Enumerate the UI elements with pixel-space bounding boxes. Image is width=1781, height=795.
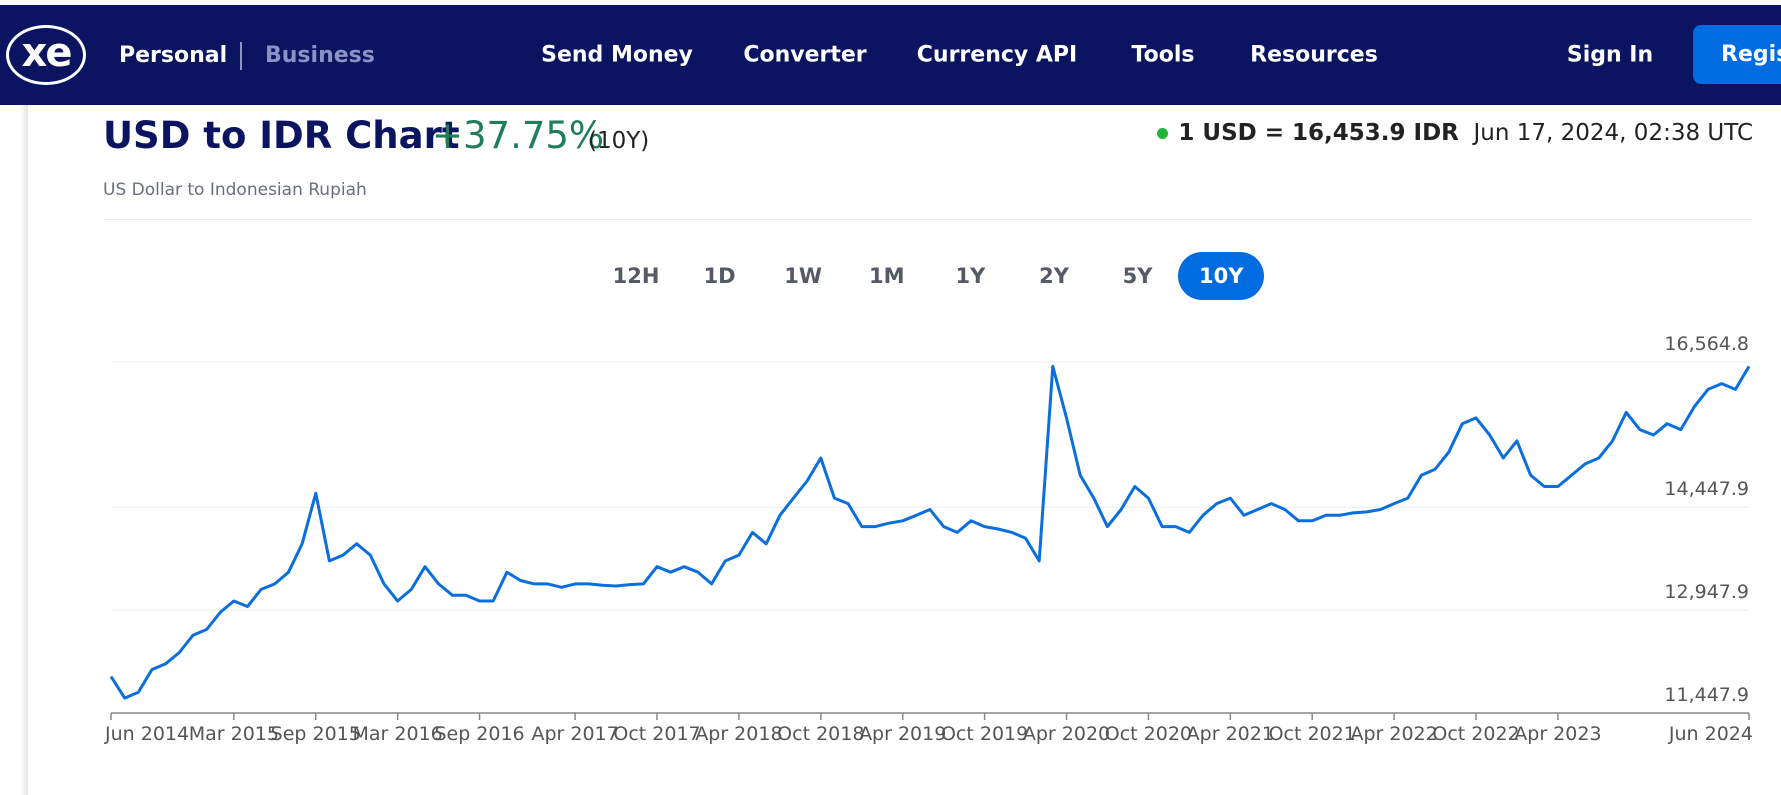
x-tick-label: Apr 2022 [1350, 723, 1437, 745]
range-button[interactable]: 2Y [1039, 264, 1069, 288]
x-tick-label: Sep 2016 [434, 723, 524, 745]
nav-link[interactable]: Currency API [916, 42, 1078, 68]
x-tick-label: Oct 2021 [1269, 723, 1356, 745]
change-percent: +37.75% [432, 114, 605, 157]
range-button[interactable]: 12H [612, 264, 660, 288]
x-tick-label: Apr 2020 [1023, 723, 1110, 745]
price-line [109, 364, 1751, 700]
nav-bar: xe Personal Business Send Money Converte… [0, 5, 1781, 105]
timestamp: Jun 17, 2024, 02:38 UTC [1473, 120, 1753, 146]
range-button[interactable]: 10Y [1178, 252, 1265, 300]
sign-in[interactable]: Sign In [1566, 42, 1654, 68]
x-tick-label: Apr 2017 [531, 723, 618, 745]
nav-link[interactable]: Resources [1250, 42, 1378, 68]
range-button[interactable]: 1M [869, 264, 905, 288]
x-tick-label: Sep 2015 [271, 723, 361, 745]
x-tick-label: Oct 2019 [941, 723, 1028, 745]
tab-personal[interactable]: Personal [119, 43, 228, 68]
y-tick-label: 14,447.9 [1664, 478, 1749, 500]
nav-link[interactable]: Send Money [541, 42, 693, 68]
x-tick-label: Apr 2019 [859, 723, 946, 745]
tab-business[interactable]: Business [265, 43, 375, 68]
x-tick-label: Jun 2014 [104, 723, 189, 745]
y-tick-label: 16,564.8 [1664, 333, 1749, 355]
x-tick-label: Oct 2018 [777, 723, 864, 745]
range-button[interactable]: 1D [703, 264, 736, 288]
y-tick-label: 12,947.9 [1664, 581, 1749, 603]
x-tick-label: Oct 2022 [1432, 723, 1519, 745]
nav-link[interactable]: Converter [743, 42, 867, 68]
range-button[interactable]: 1W [784, 264, 823, 288]
x-tick-label: Apr 2018 [695, 723, 782, 745]
x-tick-label: Apr 2023 [1514, 723, 1601, 745]
logo[interactable]: xe [6, 25, 86, 85]
live-rate: 1 USD = 16,453.9 IDR Jun 17, 2024, 02:38… [1157, 120, 1753, 146]
change-period: (10Y) [588, 128, 650, 154]
x-tick-label: Mar 2015 [189, 723, 279, 745]
y-tick-label: 11,447.9 [1664, 684, 1749, 706]
nav-link[interactable]: Tools [1131, 42, 1195, 68]
subtitle: US Dollar to Indonesian Rupiah [103, 180, 367, 200]
tab-divider [240, 42, 242, 70]
register-button[interactable]: Register [1693, 25, 1781, 84]
chart-title: USD to IDR Chart [103, 114, 460, 157]
x-tick-label: Jun 2024 [1668, 723, 1753, 745]
x-tick-label: Apr 2021 [1187, 723, 1274, 745]
status-dot [1157, 128, 1169, 139]
divider [103, 219, 1753, 220]
x-tick-label: Oct 2017 [613, 723, 700, 745]
rate: 1 USD = 16,453.9 IDR [1178, 120, 1459, 146]
range-button[interactable]: 5Y [1122, 264, 1153, 288]
x-tick-label: Oct 2020 [1105, 723, 1192, 745]
x-tick-label: Mar 2016 [353, 723, 443, 745]
range-button[interactable]: 1Y [955, 264, 986, 288]
side-shadow [0, 105, 28, 795]
